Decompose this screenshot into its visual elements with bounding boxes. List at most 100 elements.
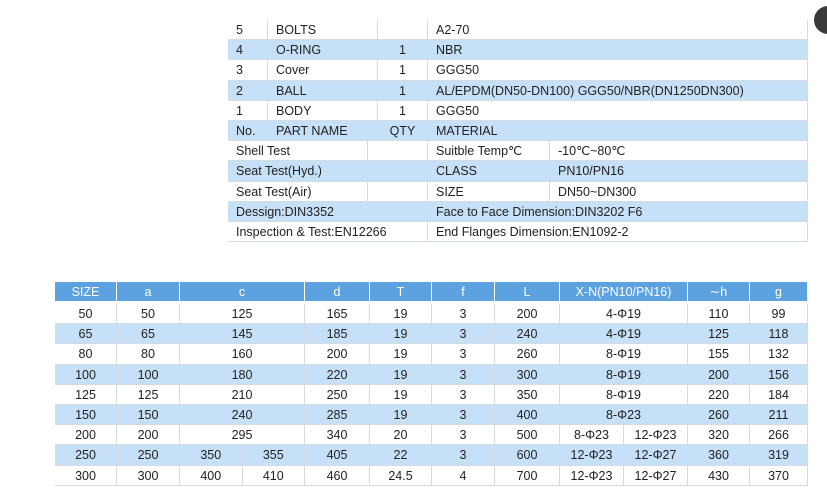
- dim-cell: 80: [117, 344, 180, 365]
- dim-cell: 24.5: [370, 465, 432, 486]
- dim-cell: 405: [305, 445, 370, 466]
- part-cell: BALL: [268, 80, 378, 101]
- spec-test: Dessign:DIN3352: [228, 201, 428, 222]
- dim-cell: 340: [305, 425, 370, 446]
- dim-cell: 3: [432, 445, 495, 466]
- dim-cell: 350: [495, 384, 560, 405]
- dim-cell: 319: [750, 445, 808, 466]
- spec-value: PN10/PN16: [550, 161, 808, 182]
- spec-empty: [368, 161, 428, 182]
- dim-cell: 125: [117, 384, 180, 405]
- dim-cell: 12-Φ27: [624, 445, 688, 466]
- dim-cell: 700: [495, 465, 560, 486]
- spec-empty: [368, 181, 428, 202]
- dim-header: X-N(PN10/PN16): [560, 282, 688, 302]
- dim-cell: 260: [495, 344, 560, 365]
- dim-cell: 300: [495, 364, 560, 385]
- part-cell: BOLTS: [268, 20, 378, 41]
- part-cell: MATERIAL: [428, 121, 808, 142]
- part-cell: NBR: [428, 40, 808, 61]
- dim-cell: 99: [750, 304, 808, 325]
- dim-header: L: [495, 282, 560, 302]
- dim-cell: 300: [117, 465, 180, 486]
- dim-cell: 355: [242, 445, 305, 466]
- dim-cell: 50: [117, 304, 180, 325]
- spec-test: Seat Test(Hyd.): [228, 161, 368, 182]
- dim-cell: 185: [305, 324, 370, 345]
- dim-cell: 150: [55, 405, 117, 426]
- dim-cell: 285: [305, 405, 370, 426]
- dim-cell: 8-Φ19: [560, 344, 688, 365]
- dim-cell: 100: [55, 364, 117, 385]
- part-cell: 1: [378, 40, 428, 61]
- part-cell: GGG50: [428, 100, 808, 121]
- dim-cell: 210: [180, 384, 305, 405]
- spec-empty: [368, 141, 428, 162]
- dim-cell: 118: [750, 324, 808, 345]
- spec-value: -10℃~80℃: [550, 141, 808, 162]
- dim-cell: 200: [688, 364, 750, 385]
- dim-header: c: [180, 282, 305, 302]
- part-cell: 4: [228, 40, 268, 61]
- dim-cell: 12-Φ27: [624, 465, 688, 486]
- dim-cell: 3: [432, 405, 495, 426]
- corner-circle: [814, 6, 827, 34]
- dim-cell: 3: [432, 344, 495, 365]
- dim-cell: 65: [55, 324, 117, 345]
- dim-cell: 160: [180, 344, 305, 365]
- part-cell: Cover: [268, 60, 378, 81]
- dim-cell: 200: [117, 425, 180, 446]
- spec-value: DN50~DN300: [550, 181, 808, 202]
- part-cell: A2-70: [428, 20, 808, 41]
- dim-cell: 145: [180, 324, 305, 345]
- part-cell: 1: [378, 80, 428, 101]
- part-cell: 1: [378, 60, 428, 81]
- spec-label: End Flanges Dimension:EN1092-2: [428, 222, 808, 243]
- dim-cell: 400: [180, 465, 243, 486]
- dim-cell: 3: [432, 364, 495, 385]
- dim-cell: 8-Φ19: [560, 364, 688, 385]
- dim-cell: 100: [117, 364, 180, 385]
- dim-cell: 19: [370, 324, 432, 345]
- dim-cell: 220: [688, 384, 750, 405]
- dim-cell: 260: [688, 405, 750, 426]
- dim-cell: 400: [495, 405, 560, 426]
- dim-cell: 500: [495, 425, 560, 446]
- dim-cell: 50: [55, 304, 117, 325]
- dim-cell: 200: [55, 425, 117, 446]
- dim-cell: 65: [117, 324, 180, 345]
- dim-cell: 240: [495, 324, 560, 345]
- dim-cell: 250: [55, 445, 117, 466]
- dim-header: g: [750, 282, 808, 302]
- dim-cell: 19: [370, 344, 432, 365]
- part-cell: 5: [228, 20, 268, 41]
- dim-cell: 320: [688, 425, 750, 446]
- dim-cell: 125: [180, 304, 305, 325]
- dim-cell: 12-Φ23: [624, 425, 688, 446]
- dim-cell: 3: [432, 425, 495, 446]
- dim-cell: 360: [688, 445, 750, 466]
- dim-header: d: [305, 282, 370, 302]
- dim-cell: 300: [55, 465, 117, 486]
- dim-cell: 4-Φ19: [560, 324, 688, 345]
- spec-label: Suitble Temp℃: [428, 141, 550, 162]
- dim-cell: 110: [688, 304, 750, 325]
- dim-cell: 80: [55, 344, 117, 365]
- dim-cell: 19: [370, 405, 432, 426]
- dim-cell: 370: [750, 465, 808, 486]
- dim-cell: 22: [370, 445, 432, 466]
- dim-cell: 200: [305, 344, 370, 365]
- dim-cell: 155: [688, 344, 750, 365]
- dim-cell: 8-Φ23: [560, 405, 688, 426]
- dim-header: SIZE: [55, 282, 117, 302]
- spec-test: Seat Test(Air): [228, 181, 368, 202]
- dim-cell: 3: [432, 324, 495, 345]
- spec-test: Shell Test: [228, 141, 368, 162]
- dim-cell: 240: [180, 405, 305, 426]
- part-cell: 2: [228, 80, 268, 101]
- dim-cell: 460: [305, 465, 370, 486]
- dim-cell: 165: [305, 304, 370, 325]
- dim-cell: 156: [750, 364, 808, 385]
- dim-cell: 266: [750, 425, 808, 446]
